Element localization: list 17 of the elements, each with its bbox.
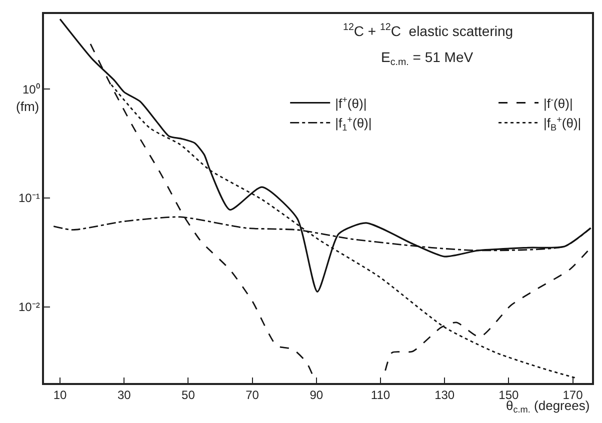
x-tick-label: 30 (117, 388, 132, 402)
annotation: $^{12}$C + $^{12}$C elastic scattering (343, 22, 514, 39)
legend-label: |f$_{1}$$^{+}$(θ)| (335, 114, 372, 132)
x-tick-label: 90 (310, 388, 324, 402)
legend-label: |f$^{-}$(θ)| (544, 94, 573, 111)
y-tick-label: 10⁰ (22, 82, 40, 96)
legend-label: |f$_{B}$$^{+}$(θ)| (544, 114, 582, 132)
x-tick-label: 70 (246, 388, 260, 402)
legend-label: |f$^{+}$(θ)| (335, 94, 367, 111)
annotation: E$_{c.m.}$ = 51 MeV (381, 49, 474, 68)
x-tick-label: 10 (53, 388, 68, 402)
x-tick-label: 110 (370, 388, 390, 402)
y-tick-label: 10⁻¹ (18, 191, 40, 206)
x-tick-label: 50 (182, 388, 196, 402)
y-axis-title: (fm) (16, 99, 40, 114)
y-tick-label: 10⁻² (18, 300, 40, 314)
x-tick-label: 130 (434, 388, 455, 402)
